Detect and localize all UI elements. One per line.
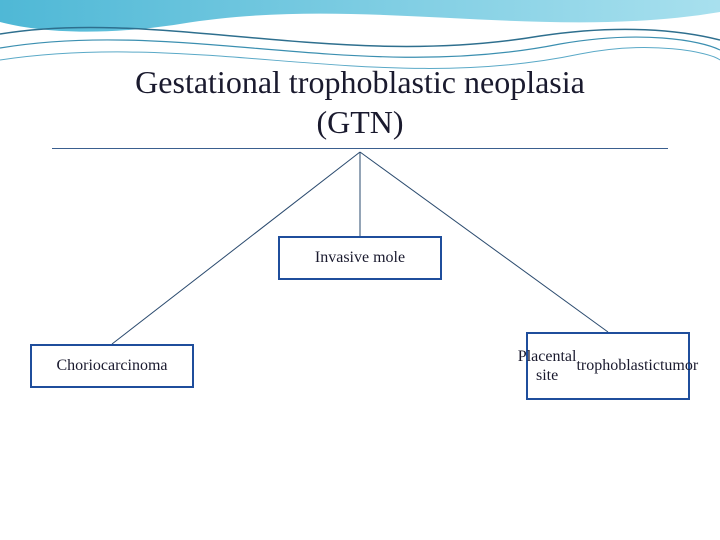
node-pstt: Placental sitetrophoblastictumor xyxy=(526,332,690,400)
node-label: trophoblastic xyxy=(576,356,660,375)
node-label: tumor xyxy=(660,356,698,375)
slide-title: Gestational trophoblastic neoplasia (GTN… xyxy=(0,62,720,142)
title-underline xyxy=(52,148,668,149)
title-line-2: (GTN) xyxy=(316,104,403,140)
node-label: Placental site xyxy=(518,347,577,385)
node-chorio: Choriocarcinoma xyxy=(30,344,194,388)
node-invasive: Invasive mole xyxy=(278,236,442,280)
node-label: Invasive mole xyxy=(315,248,405,267)
node-label: Choriocarcinoma xyxy=(56,356,167,375)
title-line-1: Gestational trophoblastic neoplasia xyxy=(135,64,585,100)
